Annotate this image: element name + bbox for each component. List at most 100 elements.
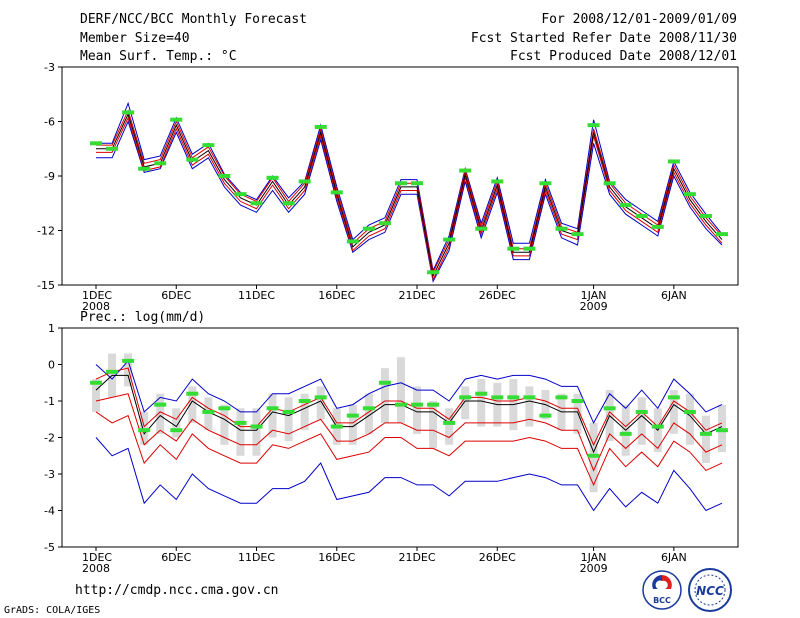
temp-observed-mark bbox=[459, 168, 472, 173]
grads-credit: GrADS: COLA/IGES bbox=[4, 605, 101, 616]
prec-observed-mark bbox=[314, 395, 327, 400]
prec-observed-mark bbox=[411, 402, 424, 407]
temp-observed-mark bbox=[362, 226, 375, 231]
prec-observed-mark bbox=[186, 391, 199, 396]
prec-xtick-year: 2008 bbox=[82, 562, 110, 575]
temp-observed-mark bbox=[603, 181, 616, 186]
temp-observed-mark bbox=[555, 226, 568, 231]
temp-ytick-label: -9 bbox=[44, 170, 55, 183]
prec-xtick-year: 2009 bbox=[580, 562, 608, 575]
temp-observed-mark bbox=[635, 213, 648, 218]
prec-spread-bar bbox=[380, 368, 389, 423]
prec-observed-mark bbox=[667, 395, 680, 400]
prec-spread-bar bbox=[445, 408, 454, 445]
forecast-started: Fcst Started Refer Date 2008/11/30 bbox=[470, 31, 737, 46]
prec-series-upper-inner bbox=[95, 367, 723, 446]
prec-spread-bar bbox=[236, 408, 245, 456]
prec-observed-mark bbox=[202, 409, 215, 414]
temp-observed-mark bbox=[539, 181, 552, 186]
prec-observed-mark bbox=[507, 395, 520, 400]
temp-observed-mark bbox=[314, 124, 327, 129]
temp-series-lower-inner bbox=[96, 116, 723, 282]
bcc-logo-text: BCC bbox=[653, 596, 671, 605]
temp-ytick-label: -3 bbox=[44, 61, 55, 74]
temp-observed-mark bbox=[330, 190, 343, 195]
temp-xtick-label: 6DEC bbox=[161, 289, 191, 302]
chart-title: DERF/NCC/BCC Monthly Forecast bbox=[80, 12, 307, 27]
temp-xtick-label: 1DEC bbox=[82, 289, 112, 302]
prec-spread-bar bbox=[685, 393, 694, 445]
prec-spread-bar bbox=[477, 379, 486, 427]
prec-observed-mark bbox=[362, 406, 375, 411]
prec-spread-bar bbox=[172, 408, 181, 438]
temp-xtick-label: 1JAN bbox=[581, 289, 607, 302]
prec-spread-bar bbox=[364, 393, 373, 434]
prec-observed-mark bbox=[106, 369, 119, 374]
prec-observed-mark bbox=[491, 395, 504, 400]
prec-observed-mark bbox=[443, 420, 456, 425]
prec-observed-mark bbox=[699, 431, 712, 436]
prec-series-upper-outer bbox=[95, 359, 723, 425]
temp-xtick-label: 16DEC bbox=[318, 289, 355, 302]
temp-observed-mark bbox=[443, 237, 456, 242]
prec-observed-mark bbox=[523, 395, 536, 400]
temp-observed-mark bbox=[122, 110, 135, 115]
source-url: http://cmdp.ncc.cma.gov.cn bbox=[75, 583, 279, 598]
temp-observed-mark bbox=[378, 221, 391, 226]
temp-observed-mark bbox=[683, 192, 696, 197]
prec-observed-mark bbox=[539, 413, 552, 418]
prec-observed-mark bbox=[587, 453, 600, 458]
temp-xtick-year: 2009 bbox=[580, 300, 608, 313]
temp-observed-mark bbox=[587, 123, 600, 128]
prec-observed-mark bbox=[218, 406, 231, 411]
prec-observed-mark bbox=[346, 413, 359, 418]
temp-observed-mark bbox=[266, 175, 279, 180]
prec-observed-mark bbox=[475, 391, 488, 396]
prec-xtick-label: 16DEC bbox=[318, 551, 355, 564]
temp-observed-mark bbox=[106, 146, 119, 151]
prec-observed-mark bbox=[250, 424, 263, 429]
prec-spread-bar bbox=[637, 397, 646, 445]
temp-observed-mark bbox=[250, 201, 263, 206]
prec-observed-mark bbox=[138, 428, 151, 433]
temp-observed-mark bbox=[427, 270, 440, 275]
prec-spread-bar bbox=[268, 393, 277, 438]
temp-observed-mark bbox=[507, 246, 520, 251]
temp-observed-mark bbox=[619, 203, 632, 208]
prec-spread-bar bbox=[348, 404, 357, 445]
prec-ytick-label: 0 bbox=[48, 359, 55, 372]
prec-observed-mark bbox=[683, 409, 696, 414]
temp-series-upper-inner bbox=[96, 109, 723, 274]
temp-observed-mark bbox=[154, 161, 167, 166]
prec-spread-bar bbox=[316, 386, 325, 420]
prec-xtick-label: 6JAN bbox=[661, 551, 687, 564]
temp-series-lower-outer bbox=[96, 120, 723, 283]
temp-observed-mark bbox=[202, 143, 215, 148]
temp-observed-mark bbox=[475, 226, 488, 231]
prec-ytick-label: -2 bbox=[44, 432, 55, 445]
prec-xtick-label: 11DEC bbox=[238, 551, 275, 564]
prec-observed-mark bbox=[459, 395, 472, 400]
prec-ytick-label: 1 bbox=[48, 322, 55, 335]
prec-observed-mark bbox=[603, 406, 616, 411]
temp-observed-mark bbox=[234, 192, 247, 197]
temp-observed-mark bbox=[138, 166, 151, 171]
prec-spread-bar bbox=[220, 404, 229, 445]
prec-ytick-label: -3 bbox=[44, 468, 55, 481]
prec-observed-mark bbox=[154, 402, 167, 407]
prec-series-lower-outer bbox=[95, 437, 723, 512]
temp-observed-mark bbox=[716, 232, 728, 237]
prec-observed-mark bbox=[330, 424, 343, 429]
temp-xtick-label: 11DEC bbox=[238, 289, 275, 302]
ncc-logo-text: NCC bbox=[696, 584, 724, 598]
temp-observed-mark bbox=[282, 201, 295, 206]
temp-panel-frame bbox=[61, 66, 739, 286]
prec-observed-mark bbox=[122, 358, 135, 363]
prec-spread-bar bbox=[252, 408, 261, 456]
temp-observed-mark bbox=[298, 179, 311, 184]
prec-series-ensemble-mean bbox=[95, 374, 723, 454]
prec-spread-bar bbox=[461, 386, 470, 420]
forecast-produced: Fcst Produced Date 2008/12/01 bbox=[510, 49, 737, 64]
prec-observed-mark bbox=[619, 431, 632, 436]
